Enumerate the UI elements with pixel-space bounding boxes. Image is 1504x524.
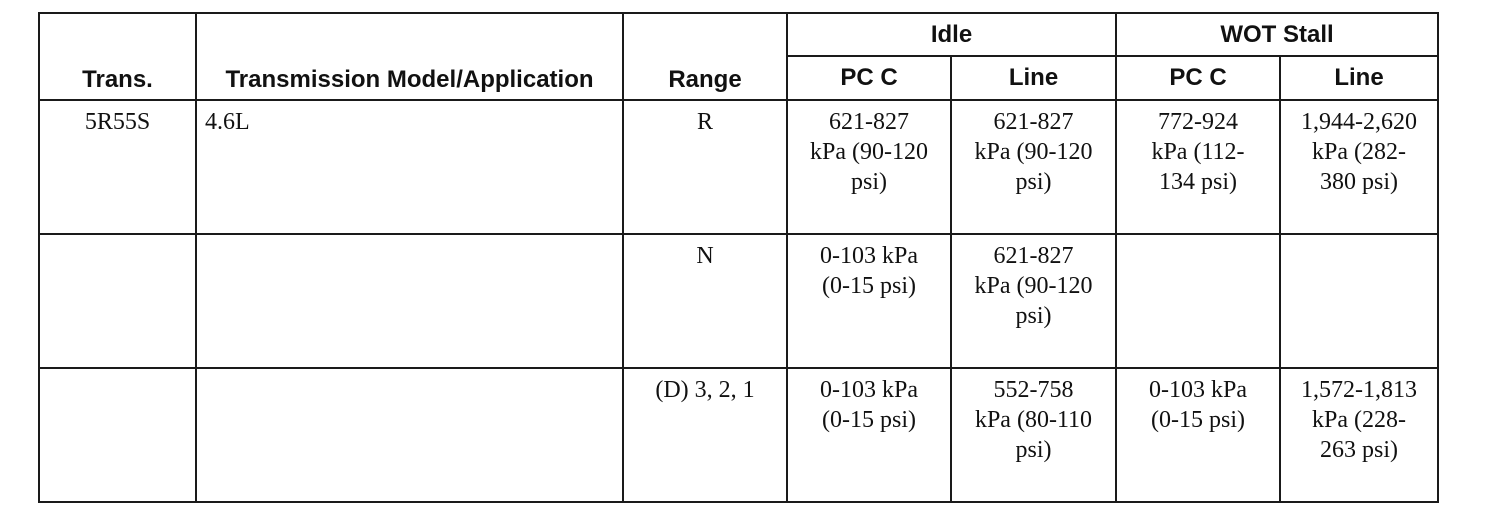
cell-text: (D) 3, 2, 1 xyxy=(655,377,755,403)
column-header: Trans. xyxy=(38,12,197,101)
table-cell: 621-827 kPa (90-120 psi) xyxy=(950,99,1117,235)
table-cell: 0-103 kPa (0-15 psi) xyxy=(786,233,952,369)
table-cell xyxy=(195,367,624,503)
table-head: Trans. Transmission Model/Application Rang… xyxy=(38,12,1439,101)
table-cell: 5R55S xyxy=(38,99,197,235)
cell-text: 0-103 kPa (0-15 psi) xyxy=(820,377,918,433)
table-cell xyxy=(1115,233,1281,369)
cell-text: 552-758 kPa (80-110 psi) xyxy=(974,377,1093,463)
cell-text: 1,572-1,813 kPa (228-263 psi) xyxy=(1301,377,1417,463)
table-row: 5R55S 4.6L R 621-827 kPa (90-120 psi) 621-82… xyxy=(38,99,1439,235)
pressure-table: Trans. Transmission Model/Application Rang… xyxy=(38,12,1439,503)
cell-text: 4.6L xyxy=(205,109,250,135)
table-cell: 0-103 kPa (0-15 psi) xyxy=(1115,367,1281,503)
table-cell: 4.6L xyxy=(195,99,624,235)
sub-header: Line xyxy=(950,55,1117,101)
table-cell: 621-827 kPa (90-120 psi) xyxy=(786,99,952,235)
cell-text: 621-827 kPa (90-120 psi) xyxy=(974,109,1093,195)
cell-text: 621-827 kPa (90-120 psi) xyxy=(974,243,1093,329)
table-cell: 552-758 kPa (80-110 psi) xyxy=(950,367,1117,503)
table-cell: 0-103 kPa (0-15 psi) xyxy=(786,367,952,503)
group-header: Idle xyxy=(786,12,1117,57)
table-cell xyxy=(1279,233,1439,369)
cell-text: 1,944-2,620 kPa (282-380 psi) xyxy=(1301,109,1417,195)
sub-header: PC C xyxy=(1115,55,1281,101)
cell-text: R xyxy=(696,109,713,135)
cell-text: 621-827 kPa (90-120 psi) xyxy=(810,109,928,195)
table-cell: 1,944-2,620 kPa (282-380 psi) xyxy=(1279,99,1439,235)
cell-text: 0-103 kPa (0-15 psi) xyxy=(820,243,918,299)
cell-text: N xyxy=(696,243,714,269)
table-wrap: Trans. Transmission Model/Application Rang… xyxy=(38,12,1439,503)
table-cell xyxy=(38,233,197,369)
group-header: WOT Stall xyxy=(1115,12,1439,57)
cell-text: 772-924 kPa (112-134 psi) xyxy=(1151,109,1245,195)
table-cell: 772-924 kPa (112-134 psi) xyxy=(1115,99,1281,235)
sub-header: PC C xyxy=(786,55,952,101)
header-row: Trans. Transmission Model/Application Rang… xyxy=(38,12,1439,101)
table-body: 5R55S 4.6L R 621-827 kPa (90-120 psi) 621-82… xyxy=(38,99,1439,503)
table-row: (D) 3, 2, 1 0-103 kPa (0-15 psi) 552-758 k… xyxy=(38,367,1439,503)
column-header: Transmission Model/Application xyxy=(195,12,624,101)
table-cell: R xyxy=(622,99,788,235)
table-cell: 621-827 kPa (90-120 psi) xyxy=(950,233,1117,369)
column-header: Range xyxy=(622,12,788,101)
header-row: PC C Line PC C Line xyxy=(39,55,1439,101)
table-cell xyxy=(195,233,624,369)
table-cell xyxy=(38,367,197,503)
cell-text: 5R55S xyxy=(84,109,151,135)
cell-text: 0-103 kPa (0-15 psi) xyxy=(1149,377,1247,433)
table-cell: 1,572-1,813 kPa (228-263 psi) xyxy=(1279,367,1439,503)
sub-header: Line xyxy=(1279,55,1439,101)
table-cell: (D) 3, 2, 1 xyxy=(622,367,788,503)
table-cell: N xyxy=(622,233,788,369)
table-row: N 0-103 kPa (0-15 psi) 621-827 kPa (90-120… xyxy=(38,233,1439,369)
